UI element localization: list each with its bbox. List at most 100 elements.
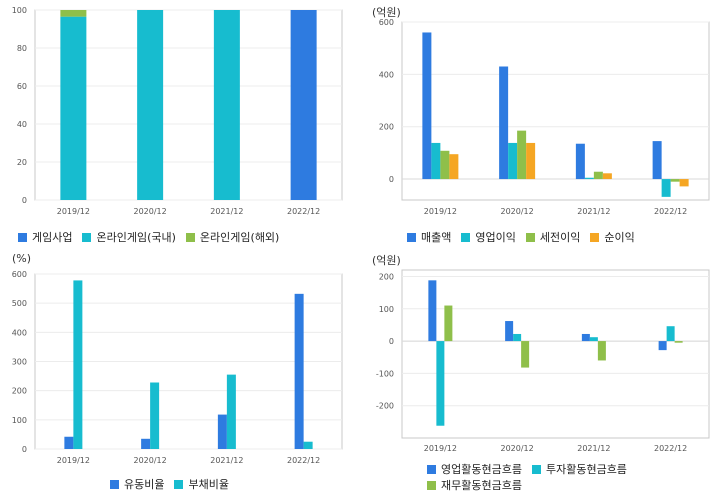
legend-item: 재무활동현금흐름 [427, 477, 522, 493]
legend-swatch [427, 464, 436, 474]
x-tick-label: 2020/12 [134, 207, 167, 216]
y-tick-label: 400 [12, 328, 27, 337]
chart-panel-ratios: (%) 0 100 200 300 400 500 600 2019/12 2020/12 202… [0, 248, 360, 496]
bar-게임사업 [290, 10, 317, 200]
bar-유동비율 [141, 438, 151, 449]
y-tick-label: 60 [17, 82, 27, 91]
chart-income: 0 200 400 600 2019/12 2020/12 2021/12 2022/12 [379, 18, 710, 216]
y-tick-label: 200 [12, 387, 27, 396]
legend-swatch [461, 232, 471, 242]
legend-label: 부채비율 [188, 478, 229, 491]
legend-label: 투자활동현금흐름 [545, 463, 627, 476]
y-tick-label: 80 [17, 44, 27, 53]
y-tick-label: 600 [379, 18, 394, 27]
y-tick-label: -100 [376, 369, 394, 378]
y-tick-label: -200 [376, 402, 394, 411]
y-tick-label: 400 [379, 70, 394, 79]
legend-item: 영업이익 [461, 229, 516, 245]
x-tick-label: 2020/12 [134, 456, 167, 465]
legend-income: 매출액 영업이익 세전이익 순이익 [407, 229, 707, 245]
x-tick-label: 2021/12 [210, 456, 243, 465]
bar-영업이익 [508, 142, 518, 180]
y-tick-label: 0 [22, 196, 27, 205]
x-tick-label: 2019/12 [57, 456, 90, 465]
bar-순이익 [602, 173, 612, 180]
bar-순이익 [679, 179, 689, 187]
x-tick-label: 2022/12 [287, 207, 320, 216]
x-tick-label: 2022/12 [654, 207, 687, 216]
bar-세전이익 [670, 179, 680, 182]
legend-item: 온라인게임(국내) [82, 229, 176, 245]
y-tick-label: 20 [17, 158, 27, 167]
chart-panel-income: (억원) 0 200 400 600 2019/12 2020/12 2021/12 2022… [362, 0, 720, 248]
legend-item: 부채비율 [174, 476, 229, 492]
legend-business-mix: 게임사업 온라인게임(국내) 온라인게임(해외) [18, 229, 358, 245]
x-tick-label: 2019/12 [57, 207, 90, 216]
bar-영업이익 [431, 142, 441, 180]
bar-투자활동현금흐름 [666, 326, 675, 342]
legend-item: 온라인게임(해외) [185, 229, 279, 245]
unit-label: (%) [12, 252, 32, 265]
bar-투자활동현금흐름 [436, 341, 445, 426]
legend-item: 영업활동현금흐름 [427, 461, 522, 477]
bar-유동비율 [64, 436, 74, 449]
bar-투자활동현금흐름 [513, 333, 522, 342]
bar-재무활동현금흐름 [674, 341, 683, 343]
legend-label: 유동비율 [124, 478, 165, 491]
x-tick-label: 2021/12 [577, 207, 610, 216]
bar-영업이익 [661, 179, 671, 197]
bar-온라인게임(국내) [213, 10, 240, 200]
x-tick-label: 2019/12 [424, 444, 457, 453]
bar-부채비율 [303, 441, 313, 449]
chart-panel-business-mix: 0 20 40 60 80 100 2019/12 2020/12 2021/12 2022/12… [0, 0, 360, 248]
x-tick-label: 2022/12 [287, 456, 320, 465]
y-tick-label: 200 [379, 123, 394, 132]
bar-영업활동현금흐름 [658, 341, 667, 351]
legend-label: 온라인게임(국내) [96, 231, 176, 244]
legend-swatch [185, 232, 195, 242]
bar-순이익 [449, 154, 459, 180]
y-tick-label: 0 [389, 337, 394, 346]
bar-재무활동현금흐름 [597, 341, 606, 361]
y-tick-label: 100 [379, 305, 394, 314]
bar-영업활동현금흐름 [428, 280, 437, 342]
bar-매출액 [422, 32, 432, 180]
legend-item: 세전이익 [525, 229, 580, 245]
bar-재무활동현금흐름 [444, 305, 453, 342]
bar-영업활동현금흐름 [505, 321, 514, 342]
x-tick-label: 2020/12 [501, 207, 534, 216]
bar-세전이익 [517, 130, 527, 180]
bar-매출액 [652, 141, 662, 180]
y-tick-label: 0 [389, 175, 394, 184]
bar-온라인게임(국내) [60, 16, 87, 201]
bar-부채비율 [150, 382, 160, 449]
y-tick-label: 100 [12, 416, 27, 425]
chart-panel-cashflow: (억원) -200 -100 0 100 200 2019/12 2020/12 2021/1… [362, 248, 720, 496]
bar-재무활동현금흐름 [521, 341, 530, 368]
y-tick-label: 100 [12, 6, 27, 15]
legend-ratios: 유동비율 부채비율 [110, 476, 310, 492]
legend-item: 순이익 [590, 229, 635, 245]
bar-매출액 [575, 143, 585, 180]
legend-label: 순이익 [604, 231, 635, 244]
bar-매출액 [499, 66, 509, 180]
legend-label: 영업활동현금흐름 [441, 463, 522, 476]
legend-swatch [590, 232, 600, 242]
bar-온라인게임(국내) [137, 10, 164, 200]
legend-label: 재무활동현금흐름 [441, 479, 522, 492]
y-tick-label: 40 [17, 120, 27, 129]
legend-swatch [18, 232, 27, 242]
legend-item: 유동비율 [110, 476, 164, 492]
legend-item: 게임사업 [18, 229, 72, 245]
legend-label: 영업이익 [475, 231, 516, 244]
bar-부채비율 [73, 280, 83, 449]
bar-세전이익 [440, 150, 450, 180]
bar-유동비율 [217, 414, 227, 449]
unit-label: (억원) [372, 6, 401, 19]
legend-swatch [427, 480, 436, 490]
x-tick-label: 2022/12 [654, 444, 687, 453]
chart-business-mix: 0 20 40 60 80 100 2019/12 2020/12 2021/12 2022/12 [12, 6, 343, 216]
bar-영업이익 [584, 177, 594, 180]
unit-label: (억원) [372, 254, 401, 267]
